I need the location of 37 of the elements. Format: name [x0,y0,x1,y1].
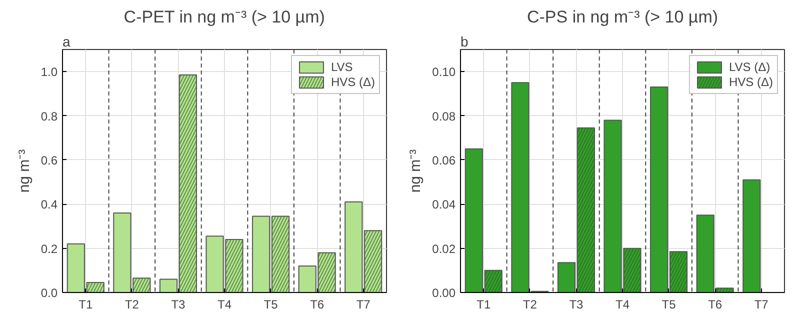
x-tick-label: T5 [264,298,278,312]
chart-title: C-PS in ng m⁻³ (> 10 µm) [526,8,718,26]
legend-label: HVS (Δ) [330,75,375,89]
y-axis-title: ng m⁻³ [16,149,33,193]
legend-label: LVS (Δ) [728,60,770,74]
y-tick-label: 0.10 [432,65,456,80]
y-tick-label: 0.8 [40,109,58,124]
x-tick-label: T6 [310,298,324,312]
x-tick-label: T6 [708,298,722,312]
x-tick-label: T7 [754,298,769,312]
x-tick-label: T1 [476,298,491,312]
x-tick-label: T5 [662,298,676,312]
x-tick-label: T7 [356,298,371,312]
chart-title: C-PET in ng m⁻³ (> 10 µm) [124,8,325,26]
y-tick-label: 0.00 [432,286,456,300]
x-tick-label: T3 [569,298,584,312]
legend-label: HVS (Δ) [728,75,773,89]
y-tick-label: 0.0 [40,286,58,300]
y-tick-label: 0.06 [432,153,456,168]
x-tick-label: T4 [218,298,232,312]
x-tick-label: T3 [171,298,186,312]
legend-label: LVS [330,60,353,74]
x-tick-label: T4 [616,298,630,312]
y-tick-label: 0.2 [40,242,58,256]
y-tick-label: 1.0 [40,65,58,80]
x-tick-label: T2 [522,298,538,312]
x-tick-label: T2 [124,298,140,312]
annotation: b [460,34,468,50]
y-tick-label: 0.6 [40,153,58,168]
annotation: a [62,34,70,50]
y-tick-label: 0.04 [432,198,456,212]
x-tick-label: T1 [78,298,93,312]
y-tick-label: 0.08 [432,109,456,124]
y-axis-title: ng m⁻³ [407,149,424,193]
y-tick-label: 0.02 [432,242,456,256]
y-tick-label: 0.4 [40,198,58,212]
bar [742,179,761,292]
